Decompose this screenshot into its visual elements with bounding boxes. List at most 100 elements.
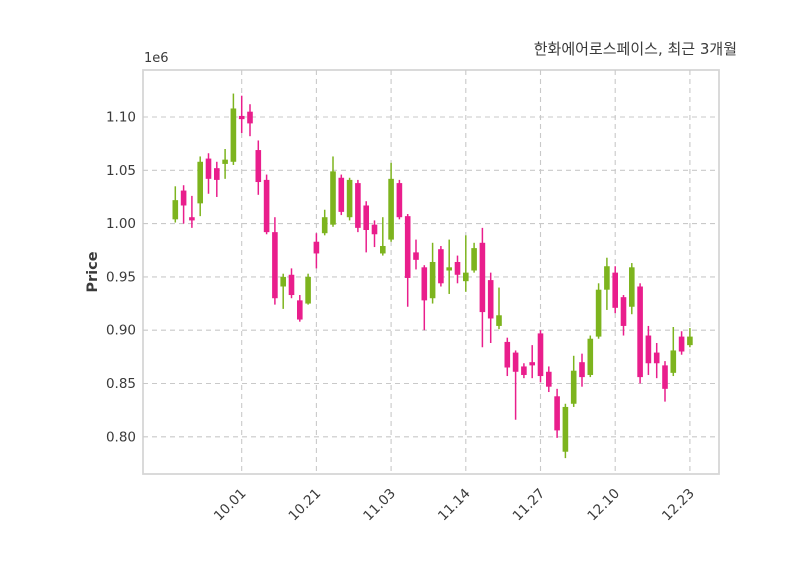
candle-body [471, 248, 477, 271]
candle-down [529, 345, 535, 379]
y-tick-label: 0.95 [106, 269, 136, 285]
candle-down [180, 185, 187, 224]
candle-body [512, 352, 519, 372]
candle-body [404, 216, 411, 278]
candle-body [587, 338, 594, 375]
candle-body [687, 336, 693, 346]
candle-up [629, 263, 635, 315]
candle-up [346, 177, 353, 221]
candle-body [346, 179, 353, 218]
candle-body [554, 396, 560, 431]
candle-body [562, 406, 569, 452]
candle-down [297, 295, 303, 322]
candle-up [687, 328, 693, 348]
candle-body [537, 333, 544, 377]
candle-body [529, 362, 535, 366]
candle-body [678, 336, 685, 352]
candle-down [521, 363, 527, 379]
candle-down [413, 239, 419, 270]
candle-body [230, 108, 237, 162]
candle-body [321, 217, 328, 234]
candle-body [380, 245, 386, 254]
candle-up [570, 355, 577, 407]
candle-body [272, 232, 278, 299]
candle-down [612, 266, 618, 314]
candle-down [272, 217, 278, 305]
candle-up [670, 327, 677, 377]
candle-down [404, 214, 411, 307]
candle-body [263, 179, 270, 233]
candle-body [197, 161, 203, 204]
candle-up [280, 273, 286, 309]
candle-body [612, 272, 618, 308]
candle-down [579, 353, 585, 387]
candle-up [587, 335, 594, 378]
candle-down [645, 325, 652, 375]
candle-body [238, 115, 245, 120]
candle-body [579, 362, 585, 378]
candle-down [355, 179, 361, 233]
candle-up [197, 156, 203, 217]
candle-down [479, 227, 486, 348]
candle-body [479, 242, 486, 313]
candle-down [189, 195, 195, 228]
candle-up [388, 162, 394, 242]
candle-body [645, 335, 652, 364]
candle-up [463, 235, 469, 292]
candle-down [421, 265, 428, 331]
candle-down [371, 220, 378, 248]
candle-body [570, 370, 577, 404]
candle-body [653, 352, 660, 364]
candle-body [670, 350, 677, 373]
candle-body [421, 267, 428, 301]
x-tick-label: 11.03 [360, 486, 399, 525]
candle-body [521, 366, 527, 375]
chart-title: 한화에어로스페이스, 최근 3개월 [534, 40, 737, 58]
candle-body [429, 261, 436, 299]
candle-body [355, 183, 361, 228]
y-tick-label: 1.10 [106, 110, 136, 126]
candle-down [653, 342, 660, 379]
candle-body [595, 289, 602, 337]
candle-body [305, 276, 311, 304]
candle-body [189, 217, 195, 221]
candle-down [512, 350, 519, 420]
candle-body [338, 177, 345, 212]
candle-up [429, 242, 436, 304]
candle-down [247, 104, 253, 137]
candle-down [546, 366, 552, 393]
y-tick-label: 0.90 [106, 323, 136, 339]
candle-body [396, 183, 403, 218]
y-axis-offset-label: 1e6 [144, 51, 169, 66]
candle-down [396, 179, 403, 220]
candle-body [620, 297, 627, 326]
y-axis-label: Price [85, 251, 101, 292]
candle-body [454, 261, 461, 275]
candle-body [637, 286, 643, 378]
candle-up [471, 242, 477, 273]
candle-body [297, 300, 303, 320]
candle-body [371, 224, 378, 235]
y-tick-label: 0.80 [106, 429, 136, 445]
candle-body [172, 200, 179, 220]
x-tick-label: 12.23 [659, 486, 698, 525]
x-tick-label: 11.27 [510, 486, 549, 525]
y-tick-label: 0.85 [106, 376, 136, 392]
candle-up [305, 273, 311, 305]
candle-body [247, 111, 253, 124]
candle-body [413, 252, 419, 260]
x-axis-tick-labels: 10.01 10.21 11.03 11.14 11.27 12.10 12.23 [211, 486, 698, 525]
candle-body [487, 280, 494, 319]
candle-up [562, 403, 569, 459]
candle-body [288, 274, 295, 296]
candle-body [496, 315, 502, 326]
x-tick-label: 10.01 [211, 486, 250, 525]
candle-up [604, 257, 610, 310]
candle-body [546, 371, 552, 387]
candle-series [172, 93, 693, 459]
candle-body [180, 190, 187, 206]
candle-body [280, 276, 286, 287]
candle-down [454, 255, 461, 284]
y-tick-label: 1.00 [106, 216, 136, 232]
candle-body [388, 178, 394, 240]
